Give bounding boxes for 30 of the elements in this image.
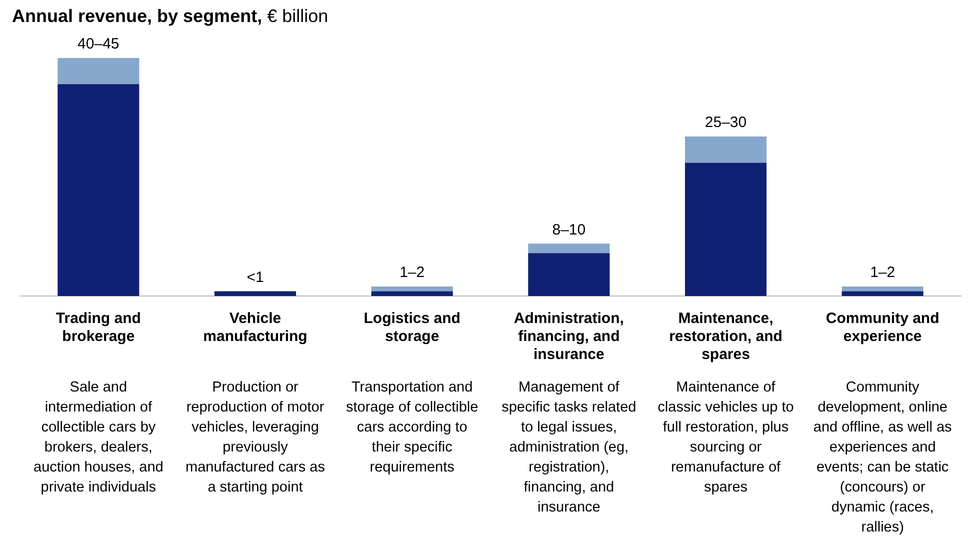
text: Maintenance of classic vehicles up to full restoration, plus sourcing or remanufacture of spares xyxy=(658,379,794,496)
bar xyxy=(684,162,767,296)
text: Sale and intermediation of collectible cars by brokers, dealers, auction houses, and private individuals xyxy=(34,379,164,496)
x-tick-label: Community and experience xyxy=(826,310,940,346)
text: Management of specific tasks related to legal issues, administration (eg, registration), financing, and insurance xyxy=(502,379,636,516)
total-label: 25–30 xyxy=(704,114,747,132)
x-tick-label: Administration, financing, and insurance xyxy=(514,310,624,364)
bar xyxy=(371,286,453,292)
bar xyxy=(58,84,140,296)
bar xyxy=(684,136,767,163)
bar xyxy=(842,291,924,296)
total-label: <1 xyxy=(246,268,264,286)
bar xyxy=(58,58,140,84)
chart-title: Annual revenue, by segment, € billion xyxy=(12,6,328,27)
text: Production or reproduction of motor vehicles, leveraging previously manufactured cars as a starting point xyxy=(186,379,325,496)
text: Community development, online and offline, as well as experiences and events; can be static (concours) or dynamic (races, rallies) xyxy=(813,379,952,536)
bar xyxy=(528,253,610,296)
total-label: 40–45 xyxy=(78,36,120,53)
bar xyxy=(842,286,924,292)
bar xyxy=(528,244,610,254)
total-label: 1–2 xyxy=(400,264,425,282)
total-label: 8–10 xyxy=(552,221,586,238)
bar xyxy=(214,291,296,296)
x-tick-label: Vehicle manufacturing xyxy=(203,310,308,346)
x-tick-label: Trading and brokerage xyxy=(56,310,141,346)
bar xyxy=(371,291,453,296)
x-tick-label: Maintenance, restoration, and spares xyxy=(669,310,782,364)
x-tick-label: Logistics and storage xyxy=(364,310,460,346)
text: Transportation and storage of collectible cars according to their specific requirements xyxy=(346,379,478,476)
total-label: 1–2 xyxy=(870,264,896,282)
